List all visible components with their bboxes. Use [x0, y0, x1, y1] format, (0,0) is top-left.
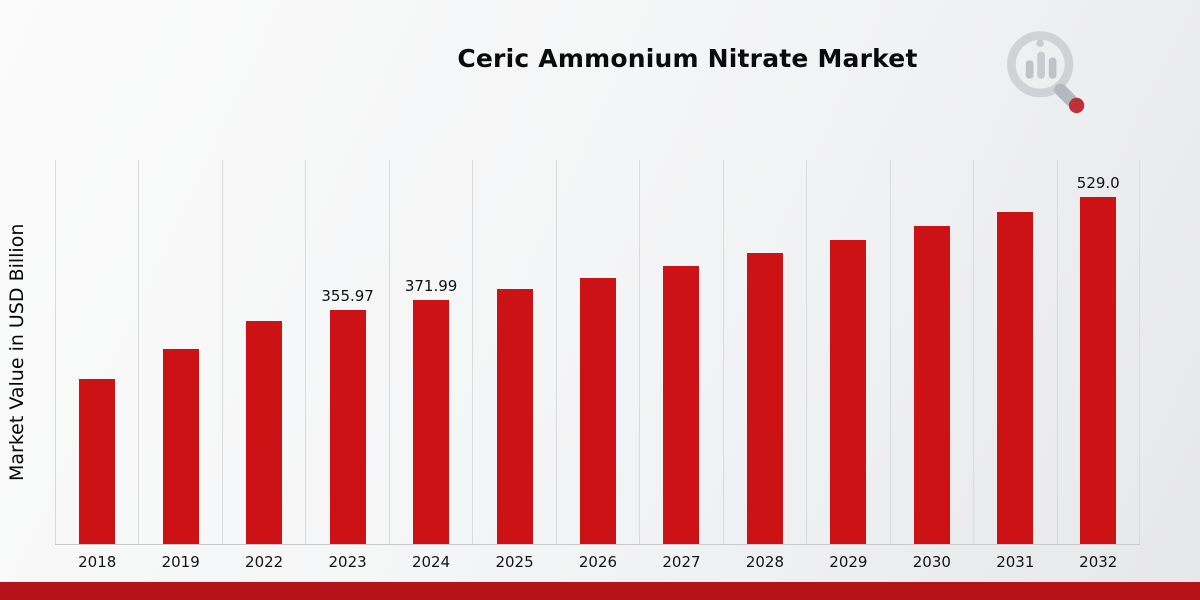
- x-tick-2027: 2027: [662, 553, 701, 571]
- bar-cell: [557, 160, 639, 544]
- brand-logo-icon: [996, 24, 1092, 116]
- bar-column-2018: 2018: [55, 160, 138, 571]
- x-tick-2023: 2023: [328, 553, 367, 571]
- bar-2029: [830, 240, 867, 544]
- bar-cell: [724, 160, 806, 544]
- x-tick-2032: 2032: [1079, 553, 1118, 571]
- plot-area: 2018 2019 2022 355.97 2023 371.99 2024 2025 2026…: [55, 160, 1140, 571]
- bar-2018: [79, 378, 116, 544]
- bar-column-2019: 2019: [138, 160, 221, 571]
- x-tick-2019: 2019: [161, 553, 200, 571]
- bar-2019: [162, 349, 199, 544]
- bar-cell: 529.0: [1058, 160, 1139, 544]
- bar-column-2028: 2028: [722, 160, 806, 571]
- bar-column-2023: 355.97 2023: [305, 160, 388, 571]
- chart-area: 2018 2019 2022 355.97 2023 371.99 2024 2025 2026…: [55, 160, 1140, 571]
- x-tick-2028: 2028: [745, 553, 784, 571]
- bar-column-2022: 2022: [221, 160, 305, 571]
- bar-2025: [496, 288, 533, 544]
- bar-cell: [473, 160, 555, 544]
- x-tick-2022: 2022: [245, 553, 284, 571]
- bar-column-2031: 2031: [973, 160, 1056, 571]
- bar-2024: [413, 299, 450, 544]
- bar-value-label-2023: 355.97: [321, 287, 374, 306]
- bar-column-2030: 2030: [889, 160, 973, 571]
- x-tick-2029: 2029: [829, 553, 868, 571]
- bar-2030: [913, 226, 950, 544]
- bar-cell: 371.99: [390, 160, 472, 544]
- x-tick-2030: 2030: [912, 553, 951, 571]
- x-tick-2031: 2031: [996, 553, 1035, 571]
- bar-2028: [746, 253, 783, 544]
- bar-cell: [974, 160, 1056, 544]
- x-tick-2026: 2026: [578, 553, 618, 571]
- bar-cell: [807, 160, 889, 544]
- bar-column-2024: 371.99 2024: [388, 160, 472, 571]
- bar-value-label-2032: 529.0: [1076, 173, 1120, 192]
- x-tick-2024: 2024: [411, 553, 451, 571]
- bar-column-2025: 2025: [472, 160, 555, 571]
- bar-cell: [56, 160, 138, 544]
- bar-2023: [329, 310, 366, 544]
- bar-cell: [223, 160, 305, 544]
- bar-cell: [891, 160, 973, 544]
- bar-column-2027: 2027: [639, 160, 722, 571]
- bar-cell: [640, 160, 722, 544]
- y-axis-label: Market Value in USD Billion: [6, 223, 28, 482]
- bar-column-2032: 529.0 2032: [1056, 160, 1140, 571]
- footer-accent-bar: [0, 582, 1200, 600]
- bar-column-2026: 2026: [555, 160, 639, 571]
- bar-2022: [246, 320, 283, 544]
- bar-cell: [139, 160, 221, 544]
- x-tick-2018: 2018: [78, 553, 117, 571]
- bar-cell: 355.97: [306, 160, 388, 544]
- bar-2031: [997, 211, 1034, 544]
- x-tick-2025: 2025: [495, 553, 534, 571]
- chart-title: Ceric Ammonium Nitrate Market: [457, 44, 918, 73]
- bar-2026: [579, 277, 616, 544]
- bar-column-2029: 2029: [806, 160, 889, 571]
- bar-2032: [1080, 196, 1117, 544]
- bar-value-label-2024: 371.99: [404, 276, 458, 295]
- bar-2027: [663, 265, 700, 544]
